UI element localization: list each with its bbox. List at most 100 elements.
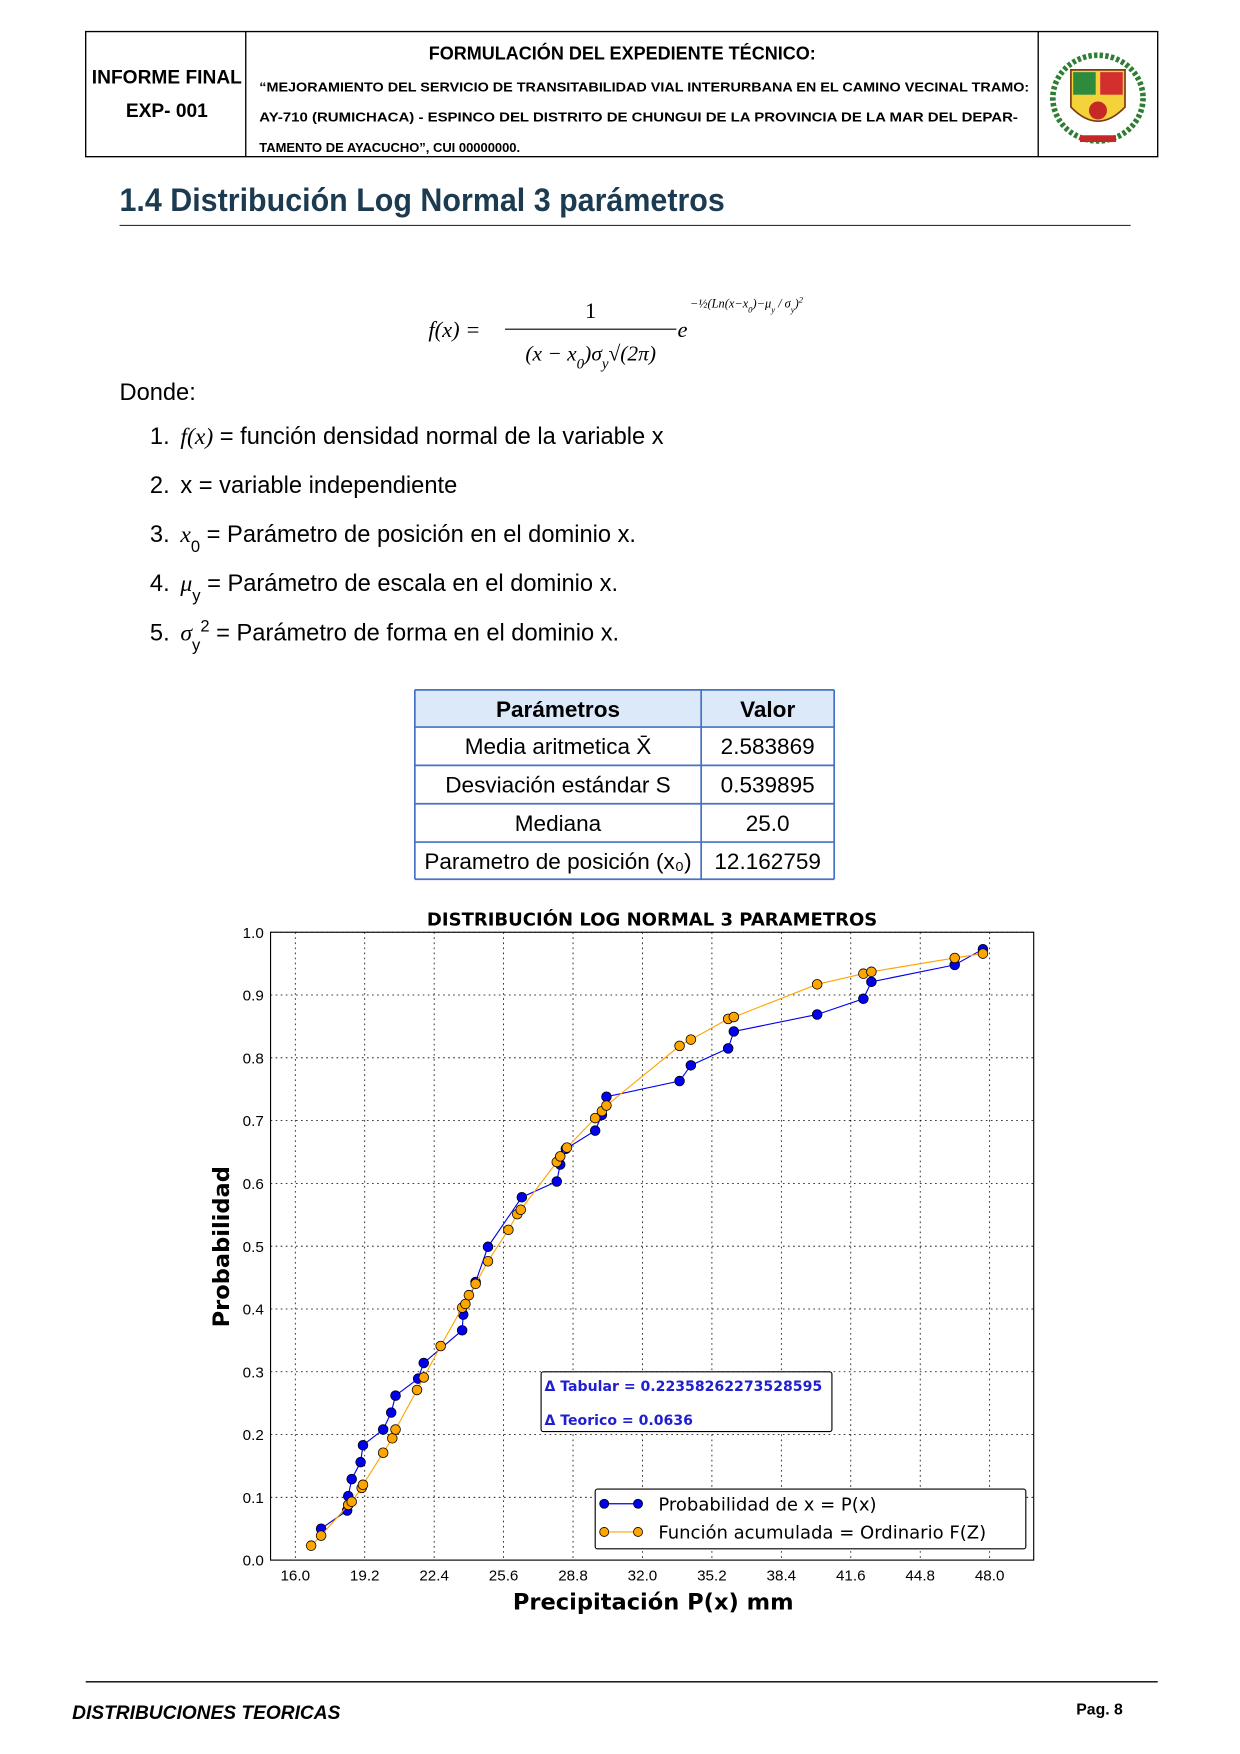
header-description: AY-710 (RUMICHACA) - ESPINCO DEL DISTRIT… (259, 110, 1018, 125)
data-point (385, 1407, 397, 1418)
text-part: μ (179, 571, 192, 597)
x-tick-label: 48.0 (975, 1567, 1005, 1584)
data-point (811, 979, 823, 990)
formula-numerator: 1 (585, 298, 596, 323)
table-cell: 2.583869 (721, 734, 815, 759)
data-point (355, 1456, 366, 1468)
data-point (418, 1357, 429, 1369)
data-point (456, 1325, 468, 1336)
text-part: y (600, 357, 609, 373)
data-point (411, 1384, 423, 1396)
table-header: Parámetros (496, 697, 620, 722)
parameter-table: Parámetros Valor Media aritmetica X̄ 2.5838… (413, 689, 836, 881)
text-part: 0 (577, 357, 585, 373)
table-cell: 12.162759 (714, 849, 821, 874)
y-tick-label: 0.9 (243, 988, 264, 1005)
table-cell: 25.0 (746, 811, 790, 836)
table-cell: Desviación estándar S (445, 772, 670, 797)
list-number: 5. (150, 620, 170, 646)
data-point (551, 1176, 563, 1187)
header-left: INFORME FINAL (92, 67, 242, 88)
text-part: 2 (799, 295, 804, 305)
text-part: y (770, 305, 775, 315)
text-part: (x − x (525, 342, 577, 366)
legend-label: Probabilidad de x = P(x) (658, 1495, 876, 1516)
text-part: f(x) (180, 424, 213, 450)
x-tick-label: 32.0 (628, 1567, 658, 1584)
text-part: = Parámetro de posición en el dominio x. (200, 522, 636, 548)
legend-label: Función acumulada = Ordinario F(Z) (658, 1523, 986, 1544)
x-tick-label: 44.8 (905, 1567, 935, 1584)
data-point (305, 1540, 317, 1551)
text-part: √(2π) (609, 342, 656, 366)
table-cell: Mediana (515, 811, 602, 836)
y-tick-label: 0.5 (243, 1239, 264, 1256)
list-number: 3. (150, 522, 170, 548)
text-part: 2 (200, 616, 209, 635)
footer-left: DISTRIBUCIONES TEORICAS (72, 1703, 340, 1724)
x-tick-label: 19.2 (350, 1567, 380, 1584)
x-axis-label: Precipitación P(x) mm (513, 1590, 794, 1616)
list-number: 2. (150, 473, 170, 499)
text-part: x (179, 522, 191, 548)
data-point (390, 1424, 401, 1435)
data-point (866, 966, 877, 978)
section-title: 1.4 Distribución Log Normal 3 parámetros (120, 181, 725, 218)
x-tick-label: 25.6 (489, 1567, 519, 1584)
x-tick-label: 41.6 (836, 1567, 866, 1584)
data-point (435, 1340, 446, 1352)
data-point (418, 1372, 429, 1383)
x-tick-label: 16.0 (280, 1567, 310, 1584)
data-point (728, 1011, 740, 1023)
annotation: Δ Tabular = 0.22358262273528595 (544, 1379, 822, 1395)
data-point (674, 1075, 685, 1087)
text-part: σ (180, 620, 193, 646)
data-point (858, 993, 869, 1005)
text-part: = Parámetro de forma en el dominio x. (210, 620, 620, 646)
legend-marker (633, 1527, 643, 1537)
text-part: / σ (775, 297, 792, 311)
table-header-bg (414, 689, 835, 728)
data-point (390, 1390, 401, 1401)
data-point (977, 948, 989, 959)
data-point (674, 1040, 685, 1052)
y-tick-label: 0.7 (243, 1113, 264, 1130)
table-header: Valor (740, 697, 795, 722)
text-part: y (790, 305, 795, 315)
data-point (377, 1447, 389, 1458)
y-tick-label: 0.0 (243, 1553, 264, 1570)
chart: 0.0 0.1 0.2 0.3 0.4 0.5 0.6 0.7 0.8 0.9 1.0 16.0 19.… (209, 908, 1035, 1616)
y-tick-label: 0.6 (243, 1176, 264, 1193)
formula-lhs: f(x) = (428, 317, 480, 342)
data-point (346, 1496, 357, 1507)
data-point (460, 1298, 471, 1310)
data-point (463, 1289, 475, 1301)
table-cell: Media aritmetica X̄ (465, 734, 652, 759)
header-description: “MEJORAMIENTO DEL SERVICIO DE TRANSITABI… (259, 79, 1029, 94)
x-tick-label: 38.4 (767, 1567, 797, 1584)
data-point (554, 1151, 566, 1162)
data-point (949, 952, 960, 964)
y-tick-label: 0.1 (243, 1490, 264, 1507)
x-tick-label: 22.4 (419, 1567, 449, 1584)
data-point (685, 1034, 697, 1045)
data-point (315, 1530, 327, 1541)
text-part: 0 (748, 305, 753, 315)
chart-title: DISTRIBUCIÓN LOG NORMAL 3 PARAMETROS (427, 908, 877, 930)
header-title: FORMULACIÓN DEL EXPEDIENTE TÉCNICO: (429, 43, 816, 64)
y-tick-label: 0.2 (243, 1427, 264, 1444)
annotation-box (540, 1371, 833, 1433)
text-part: y (192, 586, 201, 605)
y-tick-label: 0.8 (243, 1050, 264, 1067)
data-point (357, 1479, 369, 1491)
list-text: μy = Parámetro de escala en el dominio x… (179, 571, 618, 605)
data-point (811, 1009, 823, 1020)
data-point (685, 1060, 697, 1071)
list-text: x = variable independiente (180, 473, 457, 499)
legend-marker (599, 1527, 610, 1537)
data-point (482, 1241, 494, 1253)
data-point (866, 976, 877, 988)
text-part: Ln(x−x (711, 297, 749, 311)
